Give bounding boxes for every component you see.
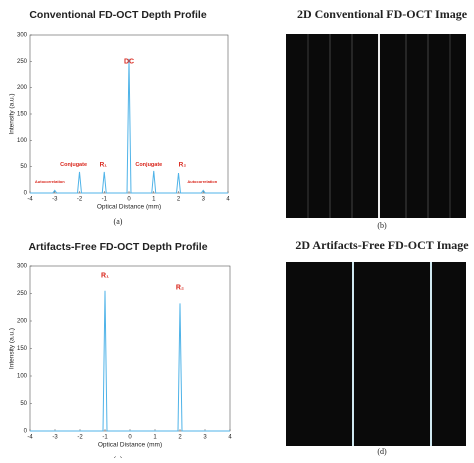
y-tick-label: 50 — [20, 401, 27, 407]
caption: (a) — [114, 217, 123, 226]
y-tick-label: 300 — [17, 264, 28, 270]
caption: (d) — [377, 447, 387, 456]
annotation: R₂ — [179, 161, 187, 168]
y-tick-label: 300 — [17, 33, 28, 39]
x-tick-label: 1 — [153, 435, 157, 441]
x-tick-label: -1 — [102, 435, 108, 441]
x-tick-label: 0 — [127, 197, 131, 203]
image — [286, 262, 466, 446]
y-tick-label: 100 — [17, 138, 28, 144]
annotation: Autocorrelation — [187, 179, 217, 184]
y-tick-label: 100 — [17, 374, 28, 380]
y-tick-label: 250 — [17, 291, 28, 297]
series-line — [30, 290, 230, 432]
chart-title: Conventional FD-OCT Depth Profile — [29, 9, 206, 21]
x-tick-label: 1 — [152, 197, 156, 203]
x-tick-label: -3 — [52, 435, 58, 441]
caption: (b) — [377, 221, 387, 230]
x-tick-label: 3 — [203, 435, 207, 441]
y-axis-label: Intensity (a.u.) — [9, 328, 16, 369]
image-b: 2D Conventional FD-OCT Image (b) — [286, 7, 468, 230]
x-tick-label: 2 — [178, 435, 182, 441]
x-tick-label: 3 — [202, 197, 206, 203]
image-title: 2D Artifacts-Free FD-OCT Image — [295, 238, 469, 252]
annotation: Autocorrelation — [35, 179, 65, 184]
annotation: Conjugate — [135, 162, 162, 168]
image — [286, 34, 466, 218]
x-tick-label: -4 — [27, 435, 33, 441]
y-tick-label: 150 — [17, 112, 28, 118]
y-tick-label: 150 — [17, 346, 28, 352]
image-lines — [307, 34, 451, 218]
annotation: R₁ — [100, 161, 108, 168]
annotation: R₁ — [101, 273, 109, 280]
y-tick-label: 200 — [17, 85, 28, 91]
x-tick-label: 0 — [128, 435, 132, 441]
x-tick-label: -2 — [77, 435, 83, 441]
annotation: Conjugate — [60, 162, 87, 168]
series-line — [30, 58, 228, 194]
y-axis-label: Intensity (a.u.) — [9, 93, 16, 134]
x-tick-label: 2 — [177, 197, 181, 203]
x-tick-label: -1 — [102, 197, 108, 203]
x-tick-label: -3 — [52, 197, 58, 203]
x-tick-label: -2 — [77, 197, 83, 203]
y-tick-label: 250 — [17, 59, 28, 65]
x-tick-label: 4 — [228, 435, 232, 441]
y-tick-label: 200 — [17, 319, 28, 325]
y-tick-label: 0 — [24, 191, 28, 197]
plot-area — [29, 265, 231, 432]
x-tick-label: -4 — [27, 197, 33, 203]
y-tick-label: 0 — [24, 429, 28, 435]
image-d: 2D Artifacts-Free FD-OCT Image (d) — [286, 238, 469, 456]
image-title: 2D Conventional FD-OCT Image — [297, 7, 468, 21]
chart-title: Artifacts-Free FD-OCT Depth Profile — [28, 241, 207, 253]
annotation: DC — [124, 59, 134, 66]
y-tick-label: 50 — [20, 164, 27, 170]
x-axis-label: Optical Distance (mm) — [97, 204, 161, 211]
x-axis-label: Optical Distance (mm) — [98, 442, 162, 449]
x-tick-label: 4 — [226, 197, 230, 203]
annotation: R₂ — [176, 284, 184, 291]
